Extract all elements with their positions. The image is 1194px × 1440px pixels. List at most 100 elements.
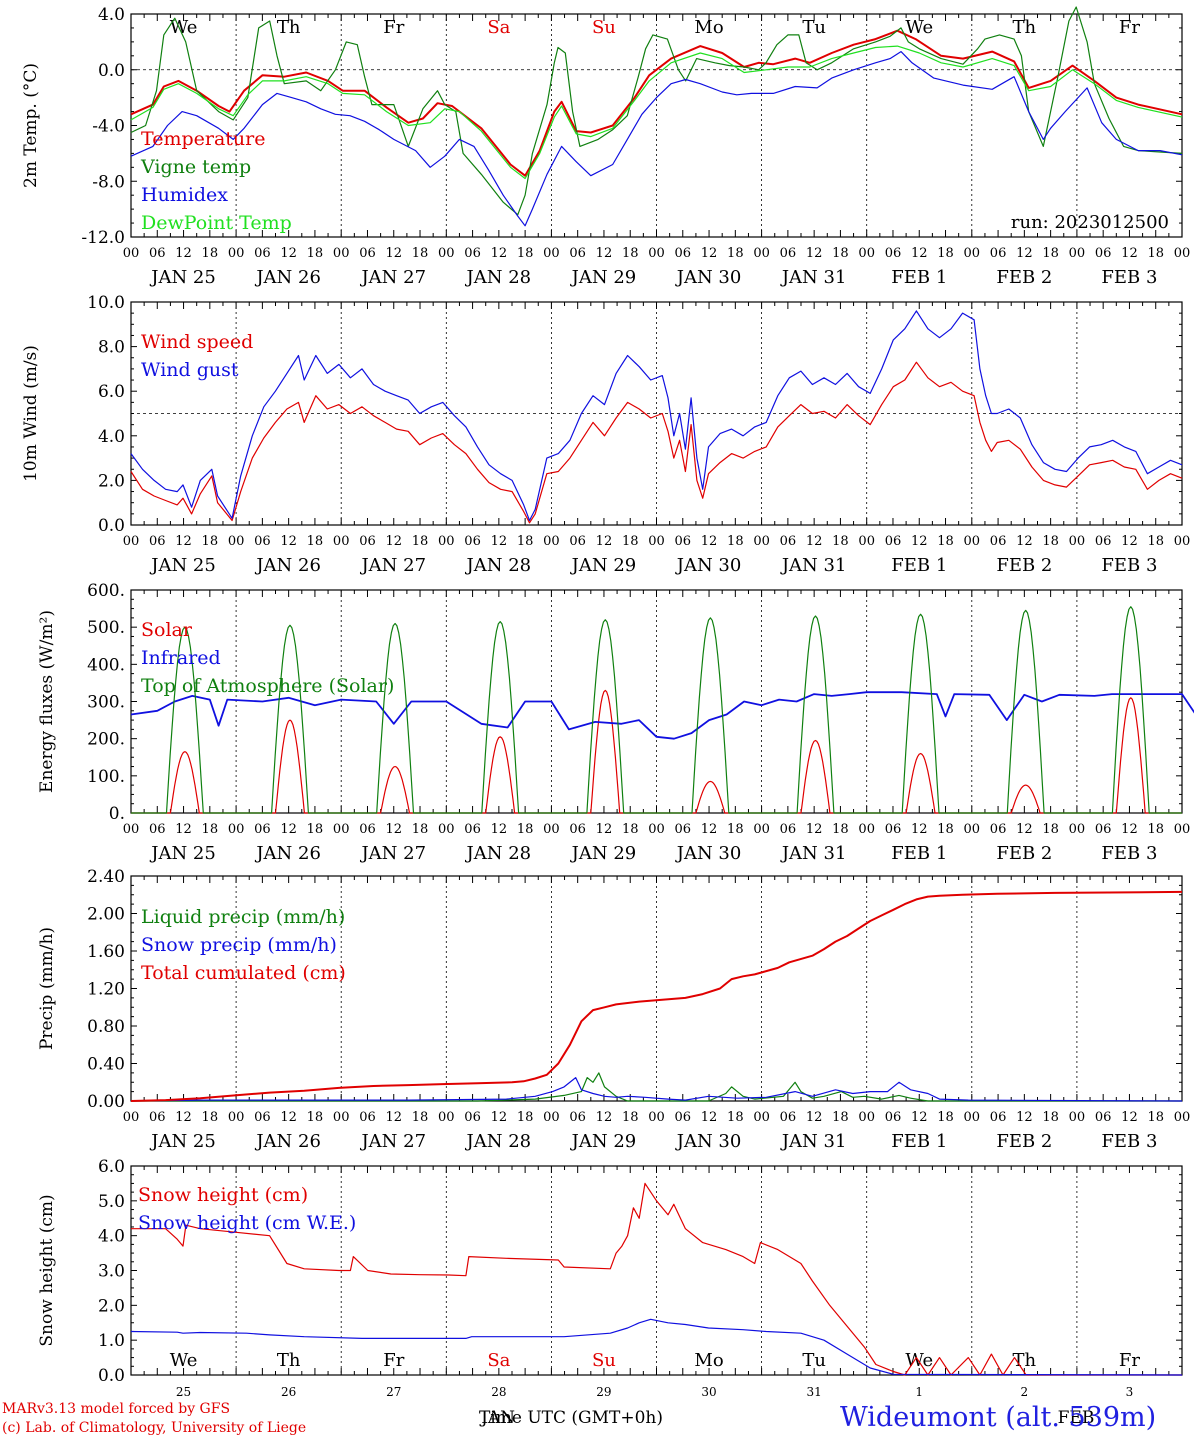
x-date-label: JAN 25 [149, 843, 216, 864]
x-hour-label: 00 [228, 822, 245, 837]
x-hour-label: 12 [175, 822, 192, 837]
weekday-label: We [170, 1350, 198, 1371]
x-hour-label: 18 [202, 822, 219, 837]
x-hour-label: 00 [123, 1110, 140, 1125]
x-hour-label: 00 [858, 822, 875, 837]
x-date-label: JAN 29 [570, 267, 637, 288]
panel-temp: 4.0 0.0 -4.0 -8.0 -12.0 2m Temp. (°C) 00 06 12 18… [21, 5, 1190, 288]
panel-energy: 600. 500. 400. 300. 200. 100. 0. Energy fluxes … [37, 581, 1194, 864]
x-hour-label: 00 [123, 246, 140, 261]
x-hour-label: 00 [1174, 822, 1191, 837]
x-hour-label: 18 [622, 1110, 639, 1125]
x-hour-label: 06 [569, 246, 586, 261]
x-date-label: JAN 29 [570, 843, 637, 864]
x-date-label: JAN 28 [465, 555, 532, 576]
run-label: run: 2023012500 [1011, 212, 1169, 233]
weekday-label: Fr [383, 17, 404, 38]
legend-entry: Liquid precip (mm/h) [141, 906, 345, 928]
x-hour-label: 18 [517, 822, 534, 837]
legend-entry: Top of Atmosphere (Solar) [141, 675, 394, 697]
x-hour-label: 06 [990, 1110, 1007, 1125]
x-date-label: JAN 28 [465, 1131, 532, 1152]
x-day-number: 26 [281, 1385, 296, 1399]
x-hour-label: 06 [464, 822, 481, 837]
x-hour-label: 12 [911, 1110, 928, 1125]
x-hour-label: 18 [307, 246, 324, 261]
x-hour-label: 00 [438, 246, 455, 261]
x-hour-label: 00 [438, 1110, 455, 1125]
x-hour-label: 12 [701, 1110, 718, 1125]
x-hour-label: 12 [701, 246, 718, 261]
x-hour-label: 18 [1147, 534, 1164, 549]
legend-entry: Snow height (cm W.E.) [138, 1212, 356, 1234]
x-hour-label: 06 [990, 534, 1007, 549]
weekday-label: We [905, 17, 933, 38]
y-axis-label: Snow height (cm) [37, 1194, 57, 1346]
y-tick-label: 1.0 [98, 1331, 125, 1351]
x-date-label: JAN 31 [780, 843, 847, 864]
x-date-label: JAN 28 [465, 843, 532, 864]
x-hour-label: 12 [491, 246, 508, 261]
x-hour-label: 18 [727, 534, 744, 549]
station-name: Wideumont (alt. 539m) [840, 1402, 1157, 1433]
x-hour-label: 06 [254, 822, 271, 837]
y-tick-label: 10.0 [87, 293, 125, 313]
x-day-number: 2 [1021, 1385, 1029, 1399]
x-hour-label: 00 [1174, 246, 1191, 261]
x-hour-label: 06 [569, 1110, 586, 1125]
x-date-label: JAN 29 [570, 1131, 637, 1152]
x-hour-label: 00 [1069, 246, 1086, 261]
legend-entry: Humidex [141, 184, 228, 206]
x-date-label: FEB 2 [996, 555, 1052, 576]
x-axis-label-feb: FEB [1058, 1408, 1095, 1428]
x-hour-label: 18 [307, 822, 324, 837]
credit-line-1: MARv3.13 model forced by GFS [2, 1401, 231, 1417]
x-hour-label: 18 [727, 246, 744, 261]
weekday-label: Tu [802, 1350, 826, 1371]
weekday-label: Fr [383, 1350, 404, 1371]
x-hour-label: 00 [858, 1110, 875, 1125]
x-hour-label: 12 [280, 822, 297, 837]
x-date-label: JAN 31 [780, 1131, 847, 1152]
x-day-number: 28 [491, 1385, 506, 1399]
x-day-number: 30 [701, 1385, 716, 1399]
x-hour-label: 06 [464, 246, 481, 261]
x-day-number: 27 [386, 1385, 401, 1399]
x-hour-label: 18 [1147, 246, 1164, 261]
weekday-label: We [905, 1350, 933, 1371]
series-line-snow-height-cm-w-e- [130, 1318, 1183, 1376]
x-hour-label: 18 [937, 246, 954, 261]
weekday-label: Fr [1119, 17, 1140, 38]
x-hour-label: 00 [1174, 534, 1191, 549]
x-day-number: 1 [915, 1385, 923, 1399]
y-axis-label: Precip (mm/h) [37, 927, 57, 1050]
x-hour-label: 00 [648, 246, 665, 261]
y-tick-label: 400. [87, 655, 125, 675]
x-hour-label: 06 [885, 534, 902, 549]
y-tick-label: 300. [87, 693, 125, 713]
x-hour-label: 06 [780, 246, 797, 261]
x-hour-label: 18 [1042, 1110, 1059, 1125]
y-tick-label: 1.20 [87, 980, 125, 1000]
legend-entry: Vigne temp [140, 156, 251, 178]
x-day-number: 31 [807, 1385, 822, 1399]
x-date-label: JAN 28 [465, 267, 532, 288]
x-date-label: JAN 31 [780, 267, 847, 288]
y-tick-label: -8.0 [92, 172, 125, 192]
y-tick-label: 4.0 [98, 427, 125, 447]
x-hour-label: 18 [937, 1110, 954, 1125]
y-tick-label: 200. [87, 730, 125, 750]
y-tick-label: 2.40 [87, 867, 125, 887]
x-hour-label: 00 [753, 1110, 770, 1125]
x-hour-label: 12 [911, 534, 928, 549]
series-line-vigne-temp [130, 6, 1183, 216]
y-tick-label: 8.0 [98, 338, 125, 358]
x-hour-label: 00 [648, 1110, 665, 1125]
x-hour-label: 00 [438, 822, 455, 837]
x-hour-label: 06 [780, 822, 797, 837]
series-line-top-of-atmosphere-solar- [131, 606, 1182, 814]
x-hour-label: 12 [1121, 1110, 1138, 1125]
x-hour-label: 06 [359, 246, 376, 261]
x-hour-label: 12 [280, 246, 297, 261]
